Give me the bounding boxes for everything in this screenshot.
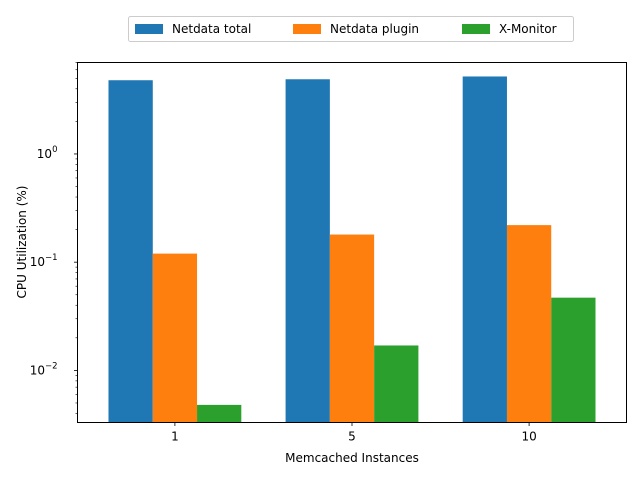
bar bbox=[551, 297, 596, 423]
legend-frame bbox=[128, 16, 574, 42]
legend-swatch bbox=[462, 24, 490, 34]
y-tick-label: 10−1 bbox=[30, 253, 58, 269]
y-axis-label: CPU Utilization (%) bbox=[15, 186, 29, 299]
bars bbox=[108, 76, 596, 423]
x-tick-label: 1 bbox=[171, 430, 179, 444]
legend-label: Netdata plugin bbox=[330, 22, 419, 36]
bar bbox=[374, 345, 419, 423]
x-axis-label: Memcached Instances bbox=[285, 451, 419, 465]
x-tick-label: 5 bbox=[348, 430, 356, 444]
bar bbox=[108, 80, 153, 423]
legend-label: Netdata total bbox=[172, 22, 251, 36]
bar bbox=[197, 404, 242, 423]
legend-label: X-Monitor bbox=[499, 22, 557, 36]
bar bbox=[506, 225, 552, 423]
legend-swatch bbox=[293, 24, 321, 34]
bar bbox=[329, 234, 375, 423]
bar bbox=[152, 253, 198, 423]
y-axis-ticks: 10−2 10−1 100 bbox=[30, 62, 78, 414]
bar bbox=[462, 76, 507, 423]
y-tick-label: 100 bbox=[37, 145, 58, 161]
legend: Netdata total Netdata plugin X-Monitor bbox=[128, 16, 574, 42]
x-tick-label: 10 bbox=[521, 430, 536, 444]
y-tick-label: 10−2 bbox=[30, 361, 58, 377]
bar bbox=[285, 79, 330, 423]
x-axis-ticks: 1 5 10 bbox=[171, 422, 537, 444]
legend-swatch bbox=[135, 24, 163, 34]
